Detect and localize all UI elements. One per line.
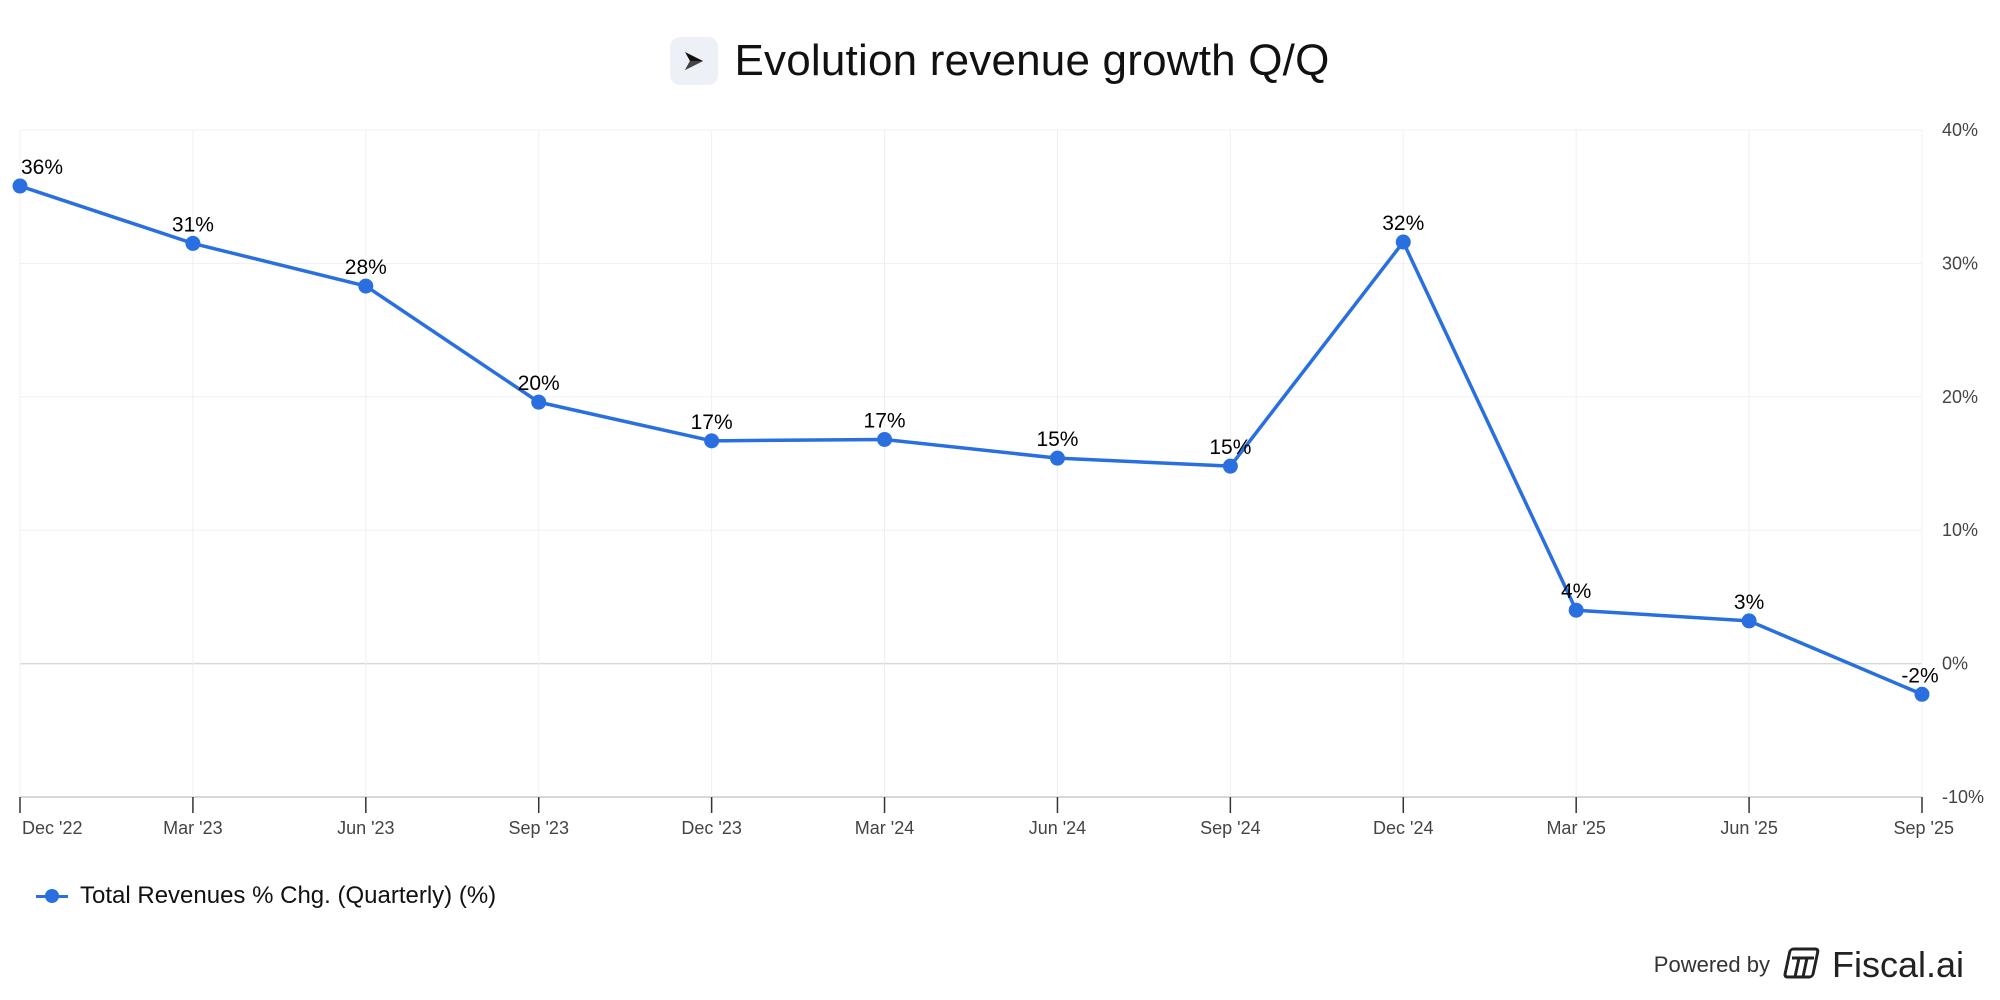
x-tick-label: Jun '23 [337, 818, 394, 838]
y-tick-label: -10% [1942, 787, 1984, 807]
data-label: 3% [1734, 591, 1764, 614]
evolution-logo-icon [670, 37, 719, 85]
data-point [1395, 234, 1411, 250]
data-label: 20% [518, 372, 560, 395]
data-point [1741, 613, 1757, 629]
data-point [1914, 686, 1930, 702]
data-point [358, 278, 374, 294]
data-label: 15% [1209, 436, 1251, 459]
y-tick-label: 40% [1942, 120, 1978, 140]
x-tick-label: Sep '24 [1200, 818, 1261, 838]
y-tick-label: 20% [1942, 387, 1978, 407]
data-label: 17% [864, 409, 906, 432]
x-tick-label: Mar '25 [1546, 818, 1605, 838]
chart-title: Evolution revenue growth Q/Q [734, 36, 1330, 85]
data-label: 36% [21, 156, 63, 179]
data-point [1222, 458, 1238, 474]
data-point [877, 431, 893, 447]
data-point [1568, 602, 1584, 618]
x-tick-label: Sep '25 [1894, 818, 1955, 838]
legend-swatch-icon [36, 886, 68, 906]
x-tick-label: Jun '25 [1720, 818, 1777, 838]
x-tick-label: Dec '22 [22, 818, 82, 838]
x-tick-label: Mar '24 [855, 818, 914, 838]
x-tick-label: Jun '24 [1029, 818, 1086, 838]
x-tick-label: Mar '23 [163, 818, 222, 838]
data-label: 17% [691, 411, 733, 434]
y-tick-label: 0% [1942, 654, 1968, 674]
data-point [704, 433, 720, 449]
y-tick-label: 30% [1942, 253, 1978, 273]
data-label: 15% [1036, 428, 1078, 451]
footer: Powered by Fiscal.ai [1654, 944, 1964, 986]
powered-by-text: Powered by [1653, 952, 1770, 977]
data-label: 28% [345, 256, 387, 279]
chart-header: Evolution revenue growth Q/Q [0, 26, 2000, 96]
legend-label: Total Revenues % Chg. (Quarterly) (%) [80, 882, 497, 909]
calculator-icon [1782, 946, 1820, 985]
x-tick-label: Dec '24 [1373, 818, 1433, 838]
line-chart: 40% 30% 20% 10% 0% -10% Dec '22 Mar '23 Jun '23 S… [12, 120, 1984, 838]
data-label: -2% [1901, 664, 1938, 687]
chart-legend[interactable]: Total Revenues % Chg. (Quarterly) (%) [36, 878, 496, 914]
y-tick-label: 10% [1942, 520, 1978, 540]
data-label: 32% [1382, 212, 1424, 235]
series-line [18, 184, 1924, 697]
data-point [12, 178, 28, 194]
data-point [185, 235, 201, 251]
data-label: 4% [1561, 580, 1591, 603]
x-tick-label: Dec '23 [681, 818, 741, 838]
brand-name[interactable]: Fiscal.ai [1831, 944, 1964, 985]
data-label: 31% [172, 213, 214, 236]
data-point [531, 394, 547, 410]
x-tick-label: Sep '23 [508, 818, 569, 838]
data-point [1049, 450, 1065, 466]
